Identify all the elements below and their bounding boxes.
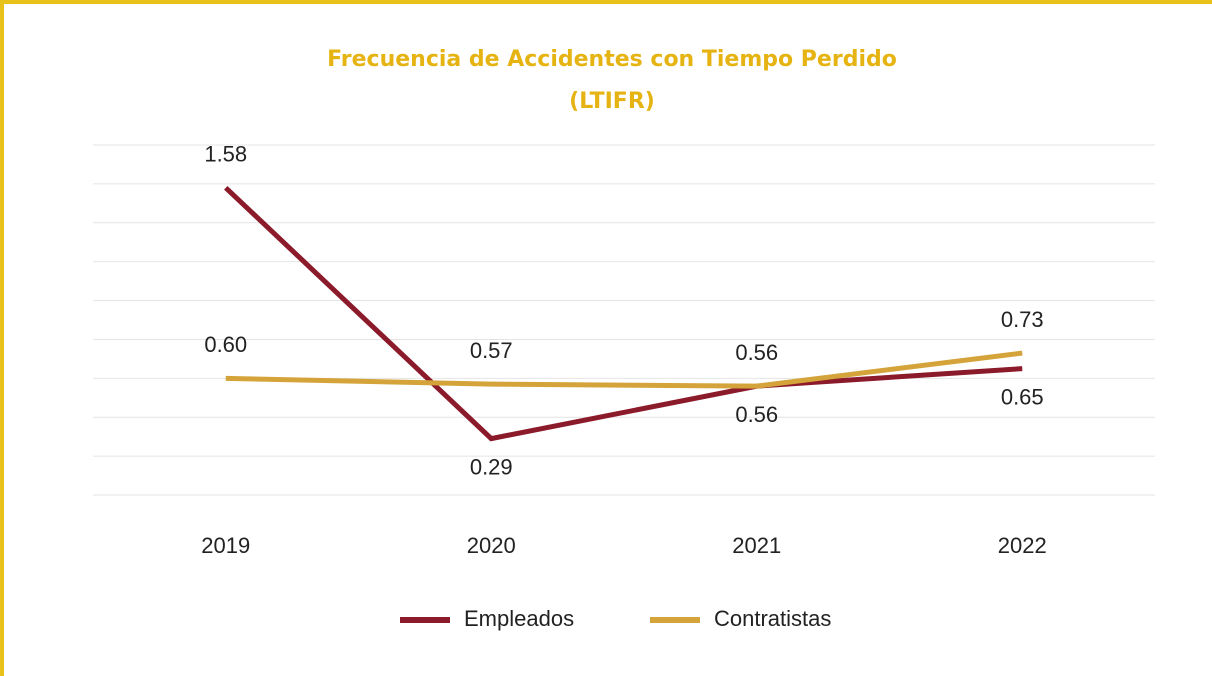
data-label: 0.57 [470,338,513,363]
x-tick-label: 2020 [467,533,516,558]
data-label: 0.56 [735,340,778,365]
x-tick-label: 2019 [201,533,250,558]
data-label: 0.29 [470,454,513,479]
series-line [224,185,1023,442]
data-label: 0.73 [1001,307,1044,332]
x-tick-label: 2022 [998,533,1047,558]
data-label: 0.60 [204,332,247,357]
legend-label: Contratistas [714,606,831,631]
data-label: 0.65 [1001,384,1044,409]
data-label: 1.58 [204,142,247,167]
data-label: 0.56 [735,402,778,427]
legend-label: Empleados [464,606,574,631]
x-tick-label: 2021 [732,533,781,558]
chart-title: Frecuencia de Accidentes con Tiempo Perd… [327,47,897,72]
chart-title: (LTIFR) [569,89,655,114]
series-line [225,350,1023,389]
